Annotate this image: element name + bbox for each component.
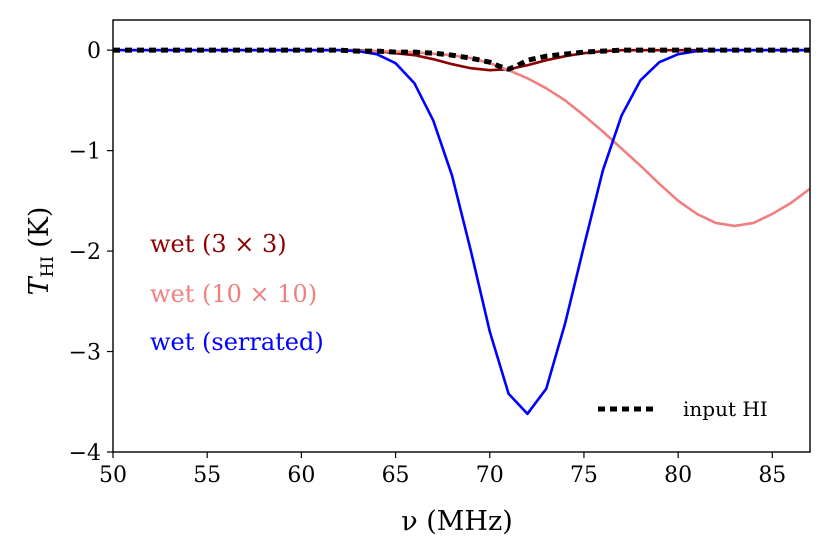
legend-entry-wet-10x10: wet (10 × 10) [150,280,317,308]
plot-frame [112,19,811,453]
y-tick-label: −1 [69,140,101,165]
legend-left: wet (3 × 3) wet (10 × 10) wet (serrated) [150,230,324,356]
x-tick-label: 55 [193,463,221,488]
svg-text:THI(K): THI (K) [24,207,58,296]
series-line-wet-3-3 [113,48,810,72]
series-line-wet-serrated [113,48,810,416]
y-axis-label-main: T [24,275,55,295]
legend-right: input HI [598,397,768,421]
y-tick-label: −3 [69,341,101,366]
series-line-input-hi [113,47,810,72]
x-tick-label: 60 [287,463,315,488]
y-axis-label-subscript: HI [38,256,58,278]
x-axis-label: ν (MHz) [401,506,512,537]
legend-entry-wet-serrated: wet (serrated) [150,328,324,356]
y-axis-label: THI (K) [24,207,58,296]
legend-entry-wet-3x3: wet (3 × 3) [150,230,287,258]
x-tick-label: 75 [570,463,598,488]
legend-entry-input-hi: input HI [683,397,768,421]
x-tick-label: 65 [382,463,410,488]
series-line-wet-10-10 [113,48,810,228]
ticks-group: 50 55 60 65 70 75 80 85 0 −1 −2 −3 −4 [69,39,787,488]
y-tick-label: −2 [69,240,101,265]
x-tick-label: 80 [664,463,692,488]
y-axis-label-unit: (K) [24,207,55,248]
x-tick-label: 70 [476,463,504,488]
series-group [113,47,810,416]
x-tick-label: 85 [758,463,786,488]
y-tick-label: −4 [69,441,101,466]
y-tick-label: 0 [87,39,101,64]
x-tick-label: 50 [99,463,127,488]
